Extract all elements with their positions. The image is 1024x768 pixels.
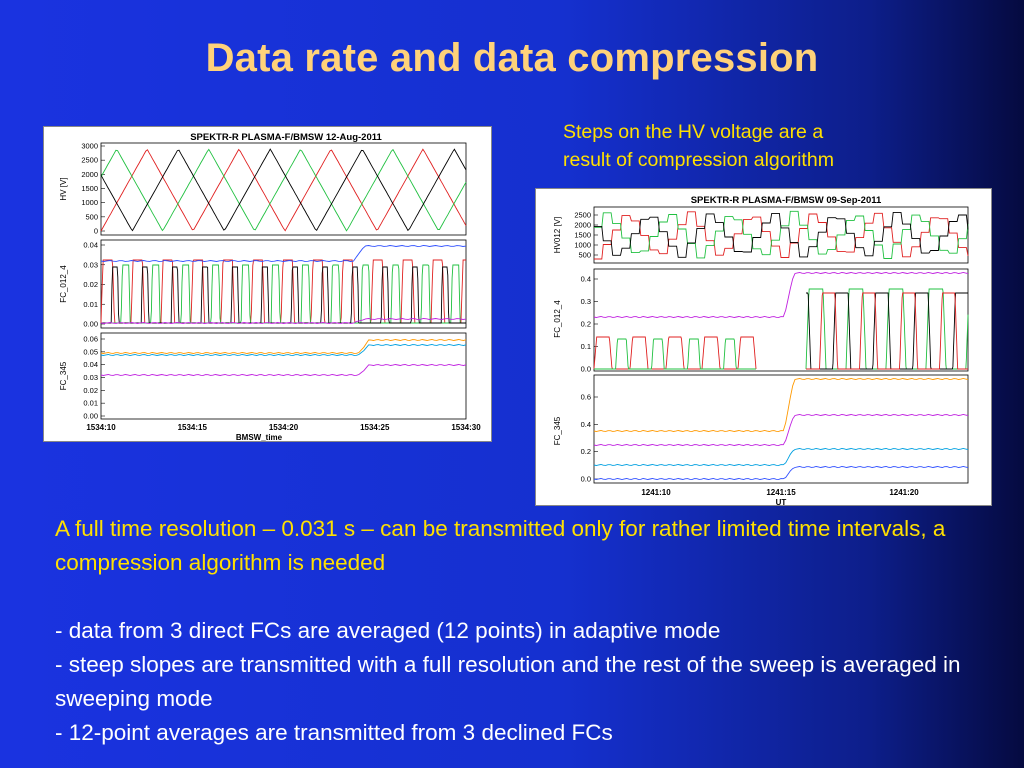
plot-1-x-tick-label: 1534:20 — [269, 423, 299, 432]
plot-2-fc345-orange-series — [593, 378, 969, 432]
plot-1-hv-tick-label: 3000 — [81, 142, 98, 151]
plot-2-hv-black-series — [594, 211, 969, 258]
plot-1-fc012-tick-label: 0.04 — [83, 241, 98, 250]
plot-2-image: SPEKTR-R PLASMA-F/BMSW 09-Sep-2011 HV012 … — [535, 188, 992, 506]
plot-1-fc012-panel — [100, 239, 467, 329]
plot-1-fc012-tick-label: 0.02 — [83, 280, 98, 289]
plot-1-fc012-black-series — [101, 266, 466, 324]
plot-1-fc012-tick-label: 0.03 — [83, 260, 98, 269]
plot-2-fc012-panel — [593, 268, 969, 372]
plot-2-hv-tick-label: 1500 — [574, 231, 591, 240]
plot-1-fc345-tick-label: 0.03 — [83, 373, 98, 382]
plot-2-hv-red-series — [594, 211, 969, 260]
plot-2-title: SPEKTR-R PLASMA-F/BMSW 09-Sep-2011 — [691, 195, 882, 206]
plot-1-x-tick-label: 1534:15 — [178, 423, 208, 432]
plot-1-fc345-tick-label: 0.05 — [83, 347, 98, 356]
plot-2-fc012-red-series — [593, 336, 757, 370]
plot-2-fc345-tick-label: 0.4 — [581, 420, 591, 429]
plot-2-fc012-green-series — [594, 338, 756, 370]
plot-2-fc345-tick-label: 0.0 — [581, 475, 591, 484]
plot-2-fc345-blue-series — [593, 466, 969, 480]
plot-1-hv-tick-label: 1500 — [81, 184, 98, 193]
plot-2-fc345-cyan-series — [593, 448, 969, 466]
plot-2-hv-label: HV012 [V] — [553, 217, 562, 253]
plot-1-title: SPEKTR-R PLASMA-F/BMSW 12-Aug-2011 — [190, 132, 382, 143]
plot-2-x-tick-label: 1241:20 — [889, 488, 919, 497]
plot-1-svg: SPEKTR-R PLASMA-F/BMSW 12-Aug-2011 HV [V]… — [59, 132, 481, 441]
plot-1-x-tick-label: 1534:30 — [451, 423, 481, 432]
plot-2-fc012-tick-label: 0.1 — [581, 342, 591, 351]
plot-1-fc345-label: FC_345 — [59, 361, 68, 390]
plot-1-fc345-tick-label: 0.06 — [83, 335, 98, 344]
plot-1-fc012-tick-label: 0.01 — [83, 300, 98, 309]
body-text: A full time resolution – 0.031 s – can b… — [55, 512, 1005, 750]
plot-1-hv-tick-label: 2500 — [81, 156, 98, 165]
plot-2-fc012-tick-label: 0.3 — [581, 297, 591, 306]
plot-1-fc345-cyan-series — [100, 344, 467, 356]
plot-2-fc012-tick-label: 0.2 — [581, 320, 591, 329]
plot-2-fc012-red-late-series — [806, 292, 968, 370]
plot-1-hv-tick-label: 0 — [94, 227, 98, 236]
plot-2-fc012-black-late-series — [806, 292, 968, 370]
plot-2-fc345-panel — [593, 374, 969, 484]
plot-1-fc345-tick-label: 0.00 — [83, 412, 98, 421]
plot-2-fc345-label: FC_345 — [553, 416, 562, 445]
plot-2-hv-tick-label: 2000 — [574, 221, 591, 230]
plot-2-fc345-tick-label: 0.6 — [581, 393, 591, 402]
plot-2-x-tick-label: 1241:10 — [641, 488, 671, 497]
plot-2-svg: SPEKTR-R PLASMA-F/BMSW 09-Sep-2011 HV012 … — [553, 195, 969, 505]
plot-1-fc345-tick-label: 0.01 — [83, 399, 98, 408]
caption-line-2: result of compression algorithm — [563, 149, 834, 171]
plot-2-fc012-label: FC_012_4 — [553, 300, 562, 338]
plot-1-hv-black-series — [100, 148, 467, 232]
plot-1-fc345-magenta-series — [100, 364, 467, 376]
intro-paragraph: A full time resolution – 0.031 s – can b… — [55, 516, 946, 575]
plot-2-x-label: UT — [776, 498, 787, 505]
plot-2-fc012-tick-label: 0.4 — [581, 275, 591, 284]
plot-1-fc012-magenta-series — [100, 318, 467, 324]
bullet-sweeping-mode: - steep slopes are transmitted with a fu… — [55, 652, 961, 711]
plot-2-fc012-tick-label: 0.0 — [581, 365, 591, 374]
plot-1-fc012-tick-label: 0.00 — [83, 320, 98, 329]
plot-2-fc012-green-late-series — [805, 288, 969, 370]
plot-1-fc345-tick-label: 0.02 — [83, 386, 98, 395]
plot-1-fc012-red-series — [100, 259, 466, 324]
plot-1-fc012-label: FC_012_4 — [59, 265, 68, 303]
plot-1-x-tick-label: 1534:10 — [86, 423, 116, 432]
plot-caption: Steps on the HV voltage are a result of … — [563, 118, 983, 174]
bullet-adaptive-mode: - data from 3 direct FCs are averaged (1… — [55, 618, 721, 643]
plot-1-hv-red-series — [100, 148, 467, 232]
plot-1-image: SPEKTR-R PLASMA-F/BMSW 12-Aug-2011 HV [V]… — [43, 126, 492, 442]
plot-1-hv-tick-label: 500 — [85, 212, 98, 221]
plot-2-x-tick-label: 1241:15 — [766, 488, 796, 497]
plot-1-hv-tick-label: 1000 — [81, 198, 98, 207]
plot-1-hv-tick-label: 2000 — [81, 170, 98, 179]
bullet-declined-fcs: - 12-point averages are transmitted from… — [55, 720, 613, 745]
plot-2-hv-tick-label: 2500 — [574, 211, 591, 220]
plot-2-hv-tick-label: 1000 — [574, 241, 591, 250]
plot-2-fc345-magenta-series — [593, 414, 969, 446]
plot-1-hv-panel — [100, 142, 467, 236]
plot-1-fc345-panel — [100, 332, 467, 420]
plot-1-x-tick-label: 1534:25 — [360, 423, 390, 432]
plot-1-x-label: BMSW_time — [236, 433, 283, 441]
plot-1-hv-green-series — [100, 148, 467, 232]
plot-2-fc345-tick-label: 0.2 — [581, 447, 591, 456]
plot-1-fc345-tick-label: 0.04 — [83, 360, 98, 369]
plot-1-hv-label: HV [V] — [59, 177, 68, 200]
slide-title: Data rate and data compression — [205, 36, 819, 80]
caption-line-1: Steps on the HV voltage are a — [563, 121, 824, 143]
plot-1-fc345-orange-series — [100, 339, 467, 354]
plot-2-hv-tick-label: 500 — [578, 251, 591, 260]
plot-1-fc012-blue-series — [100, 245, 467, 262]
plot-2-fc012-magenta-series — [593, 272, 969, 318]
